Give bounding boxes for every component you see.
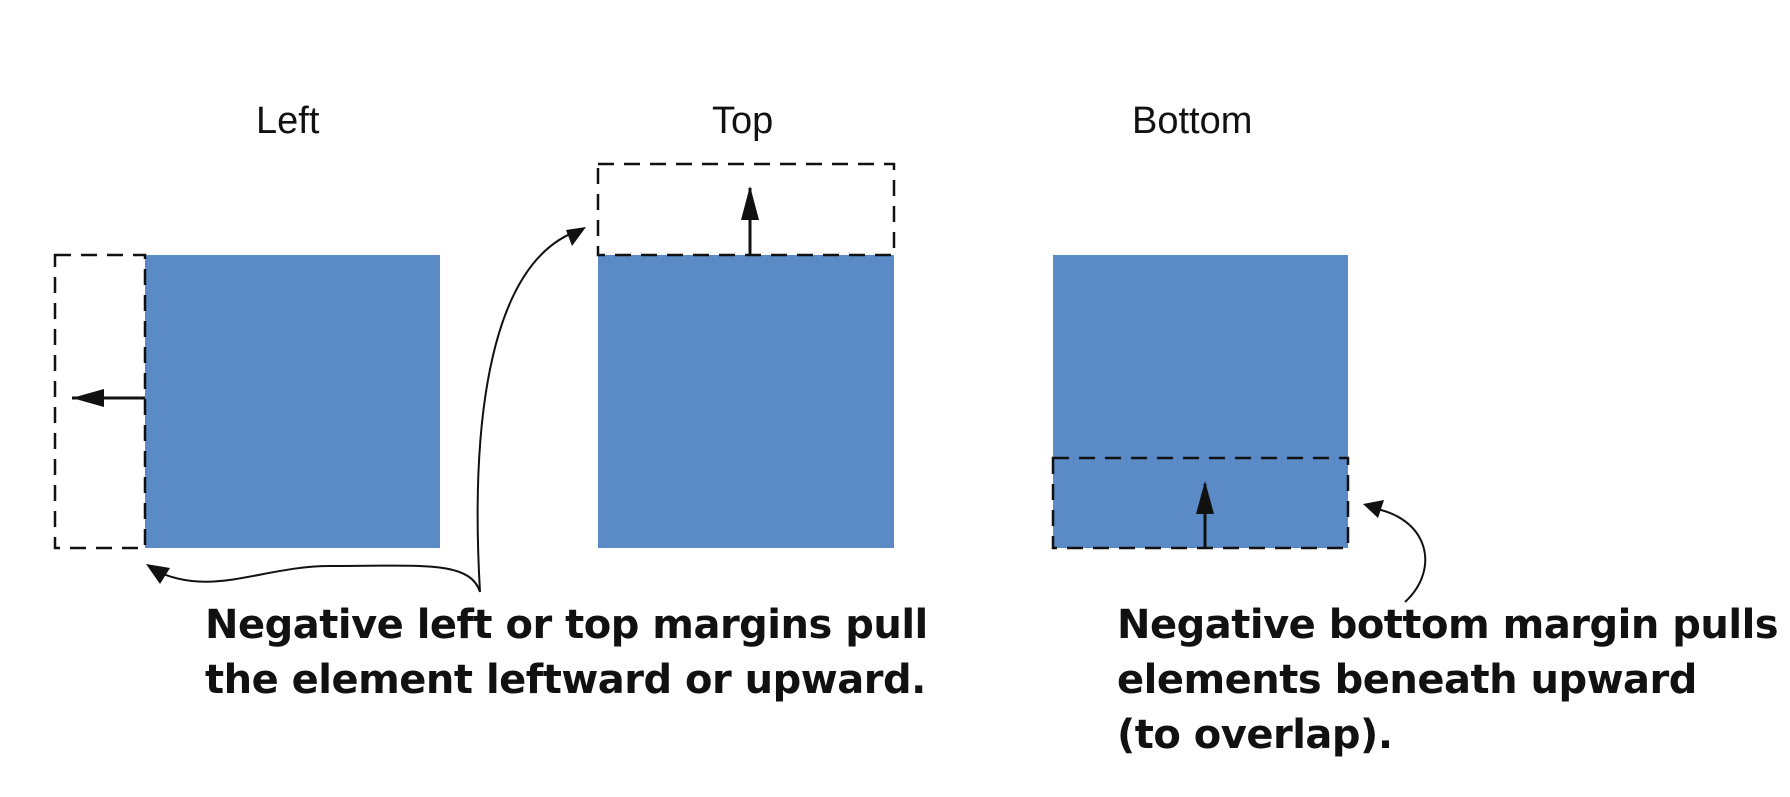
panel-title-bottom: Bottom bbox=[1132, 100, 1253, 142]
connector-to-top-box-arrowhead bbox=[566, 227, 586, 246]
callout-connectors bbox=[146, 227, 1427, 603]
panel-title-top: Top bbox=[712, 100, 774, 142]
callout-bottom: Negative bottom margin pulls elements be… bbox=[1117, 598, 1779, 763]
bottom-panel bbox=[1051, 255, 1350, 550]
callout-left-top-line-1: Negative left or top margins pull bbox=[205, 602, 928, 648]
top-margin-arrowhead bbox=[741, 186, 759, 220]
left-panel bbox=[53, 253, 440, 550]
left-element-box bbox=[145, 255, 440, 548]
connector-to-top-box bbox=[476, 229, 581, 593]
connector-to-bottom-box-arrowhead bbox=[1363, 500, 1384, 518]
connector-to-left-box-arrowhead bbox=[146, 564, 170, 584]
callout-left-top-line-2: the element leftward or upward. bbox=[205, 657, 926, 703]
top-negative-margin-outline bbox=[596, 162, 896, 257]
callout-bottom-line-1: Negative bottom margin pulls bbox=[1117, 602, 1779, 648]
callout-left-top: Negative left or top margins pull the el… bbox=[205, 598, 928, 708]
callout-bottom-line-2: elements beneath upward bbox=[1117, 657, 1697, 703]
bottom-margin-arrowhead bbox=[1196, 481, 1214, 514]
top-panel bbox=[596, 162, 896, 548]
callout-bottom-line-3: (to overlap). bbox=[1117, 712, 1393, 758]
bottom-negative-margin-outline bbox=[1051, 456, 1350, 550]
connector-to-left-box bbox=[149, 564, 481, 593]
left-margin-arrowhead bbox=[72, 389, 104, 407]
left-negative-margin-outline bbox=[53, 253, 147, 550]
panel-title-left: Left bbox=[256, 100, 320, 142]
connector-to-bottom-box bbox=[1371, 507, 1427, 603]
top-element-box bbox=[598, 255, 894, 548]
